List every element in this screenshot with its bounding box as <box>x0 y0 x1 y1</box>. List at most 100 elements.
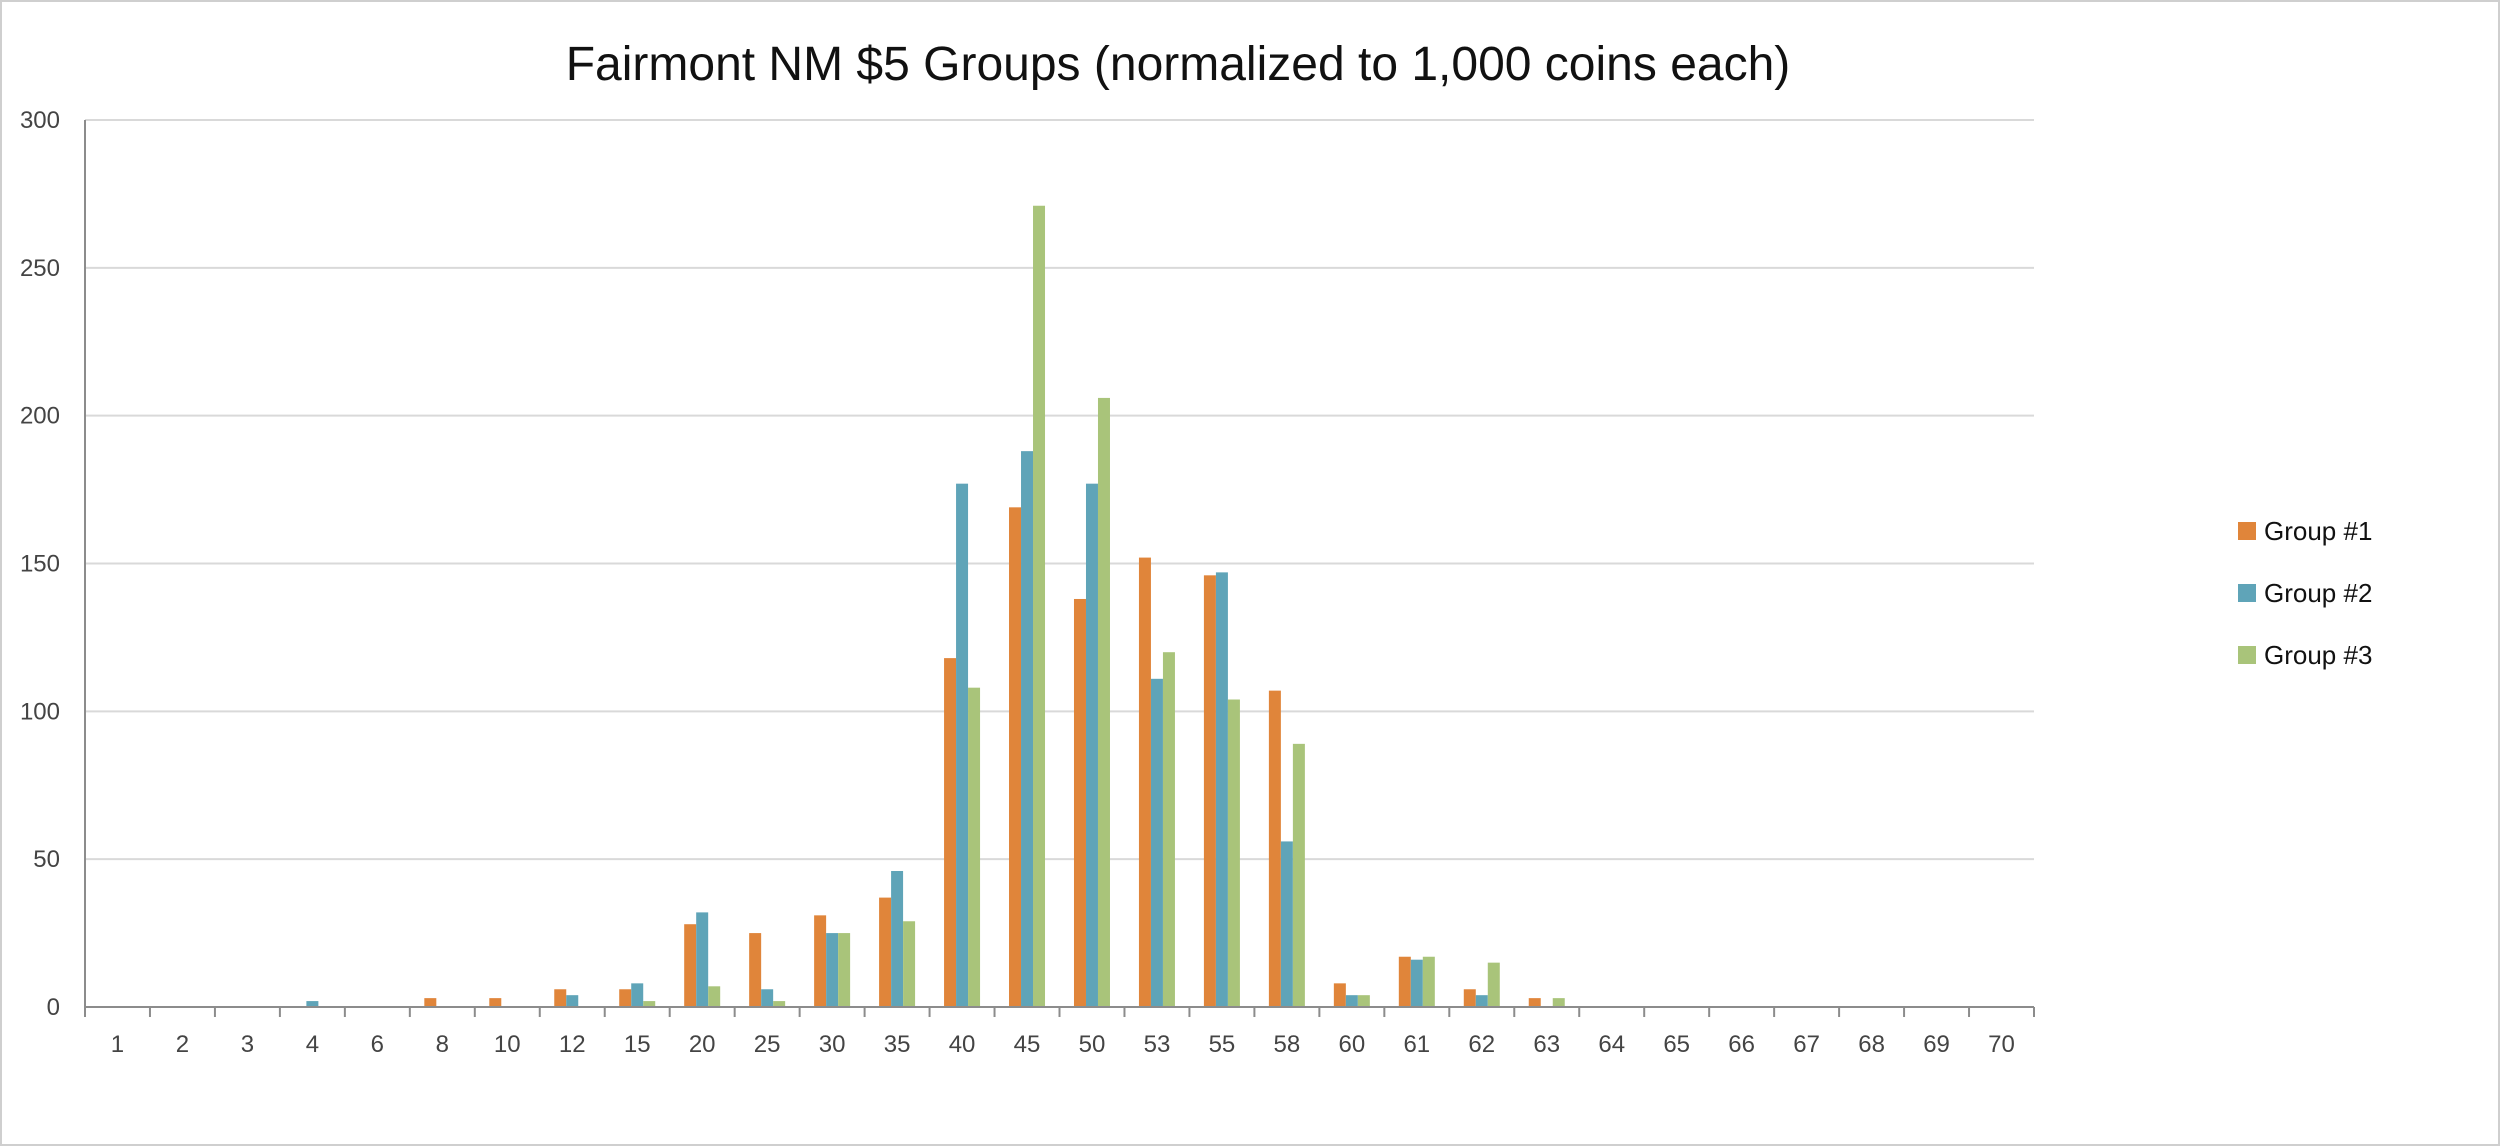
bar-group-3-20 <box>708 986 721 1007</box>
x-tick-label: 67 <box>1793 1031 1820 1058</box>
x-tick-label: 15 <box>624 1031 651 1058</box>
bar-group-3-15 <box>643 1001 656 1007</box>
bar-group-1-15 <box>619 989 632 1007</box>
bar-group-2-4 <box>306 1001 319 1007</box>
x-tick-label: 61 <box>1403 1031 1430 1058</box>
x-tick-label: 35 <box>884 1031 911 1058</box>
bar-group-1-45 <box>1009 507 1022 1007</box>
gridlines <box>85 119 2034 861</box>
bar-group-3-30 <box>838 933 851 1007</box>
x-tick-label: 40 <box>949 1031 976 1058</box>
bar-group-2-35 <box>891 870 904 1007</box>
x-tick-label: 62 <box>1468 1031 1495 1058</box>
bar-group-2-15 <box>631 983 644 1007</box>
bar-group-2-58 <box>1280 841 1293 1007</box>
x-tick-label: 25 <box>754 1031 781 1058</box>
y-tick-label: 300 <box>20 107 60 134</box>
legend: Group #1 Group #2 Group #3 <box>2238 516 2372 670</box>
legend-swatch <box>2238 584 2256 602</box>
legend-swatch <box>2238 522 2256 540</box>
x-tick-label: 12 <box>559 1031 586 1058</box>
x-tick-label: 55 <box>1209 1031 1236 1058</box>
bar-group-3-60 <box>1357 995 1370 1007</box>
x-tick-label: 68 <box>1858 1031 1885 1058</box>
y-tick-label: 150 <box>20 551 60 578</box>
bars <box>306 205 1565 1008</box>
x-tick-label: 4 <box>306 1031 319 1058</box>
bar-group-2-40 <box>956 483 969 1007</box>
x-tick-label: 1 <box>111 1031 124 1058</box>
bar-group-1-62 <box>1463 989 1476 1007</box>
bar-group-2-61 <box>1410 959 1423 1007</box>
x-tick-label: 30 <box>819 1031 846 1058</box>
x-tick-label: 66 <box>1728 1031 1755 1058</box>
legend-label: Group #1 <box>2264 516 2372 546</box>
bar-group-2-30 <box>826 933 839 1007</box>
x-tick-label: 10 <box>494 1031 521 1058</box>
bar-group-1-12 <box>554 989 567 1007</box>
y-tick-label: 0 <box>47 994 60 1021</box>
x-axis-ticks: 1 2 3 4 6 8 10 12 15 20 25 30 35 40 45 50 53 55 58 60 61 62 63… <box>111 1031 2015 1058</box>
bar-group-1-63 <box>1528 998 1541 1007</box>
legend-label: Group #2 <box>2264 578 2372 608</box>
x-tick-label: 45 <box>1014 1031 1041 1058</box>
legend-label: Group #3 <box>2264 640 2372 670</box>
bar-group-1-61 <box>1398 956 1411 1007</box>
bar-group-3-25 <box>773 1001 786 1007</box>
bar-group-3-58 <box>1292 743 1305 1007</box>
bar-group-3-63 <box>1552 998 1565 1007</box>
bar-group-3-40 <box>968 687 981 1007</box>
y-axis-ticks: 0 50 100 150 200 250 300 <box>20 107 60 1021</box>
x-tick-label: 8 <box>436 1031 449 1058</box>
bar-group-1-58 <box>1268 690 1281 1007</box>
x-axis <box>84 120 2035 1017</box>
bar-group-1-35 <box>879 897 892 1007</box>
y-tick-label: 200 <box>20 403 60 430</box>
x-tick-label: 63 <box>1533 1031 1560 1058</box>
bar-group-3-45 <box>1033 205 1046 1007</box>
bar-group-1-53 <box>1138 557 1151 1007</box>
bar-group-1-8 <box>424 998 437 1007</box>
bar-group-3-50 <box>1097 397 1110 1008</box>
bar-group-1-10 <box>489 998 502 1007</box>
bar-group-1-40 <box>944 658 957 1007</box>
y-tick-label: 250 <box>20 255 60 282</box>
x-tick-label: 60 <box>1338 1031 1365 1058</box>
bar-group-3-62 <box>1487 962 1500 1007</box>
y-tick-label: 50 <box>33 846 60 873</box>
bar-group-2-50 <box>1085 483 1098 1007</box>
x-tick-label: 20 <box>689 1031 716 1058</box>
bar-group-3-55 <box>1227 699 1240 1007</box>
bar-group-2-62 <box>1475 995 1488 1007</box>
x-tick-label: 65 <box>1663 1031 1690 1058</box>
bar-group-2-25 <box>761 989 774 1007</box>
y-tick-label: 100 <box>20 698 60 725</box>
bar-group-2-12 <box>566 995 579 1007</box>
bar-group-1-30 <box>814 915 827 1007</box>
bar-group-1-50 <box>1073 598 1086 1007</box>
bar-group-1-25 <box>749 933 762 1007</box>
bar-group-2-53 <box>1150 678 1163 1007</box>
bar-group-2-60 <box>1345 995 1358 1007</box>
bar-group-1-20 <box>684 924 697 1007</box>
bar-group-2-45 <box>1021 451 1034 1007</box>
x-tick-label: 3 <box>241 1031 254 1058</box>
bar-group-3-35 <box>903 921 916 1007</box>
x-tick-label: 6 <box>371 1031 384 1058</box>
x-tick-label: 2 <box>176 1031 189 1058</box>
x-tick-label: 50 <box>1079 1031 1106 1058</box>
bar-group-3-53 <box>1162 652 1175 1007</box>
x-tick-label: 58 <box>1274 1031 1301 1058</box>
bar-group-2-20 <box>696 912 709 1007</box>
bar-group-2-55 <box>1215 572 1228 1007</box>
chart-title: Fairmont NM $5 Groups (normalized to 1,0… <box>566 38 1791 91</box>
x-tick-label: 70 <box>1988 1031 2015 1058</box>
legend-swatch <box>2238 646 2256 664</box>
bar-group-3-61 <box>1422 956 1435 1007</box>
x-tick-label: 53 <box>1144 1031 1171 1058</box>
bar-group-1-60 <box>1333 983 1346 1007</box>
x-tick-label: 64 <box>1598 1031 1625 1058</box>
bar-group-1-55 <box>1203 575 1216 1007</box>
